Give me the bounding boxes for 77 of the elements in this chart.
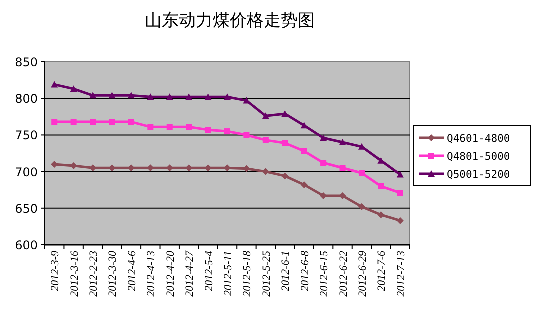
point [358, 170, 365, 176]
point [282, 110, 289, 117]
point [282, 140, 288, 146]
point [300, 181, 308, 188]
point [224, 94, 231, 100]
point [397, 190, 404, 196]
point [166, 124, 173, 130]
legend-label: Q4801-5000 [447, 151, 510, 163]
x-tick-label: 2012-7-13 [395, 250, 408, 297]
point [52, 119, 58, 126]
point [128, 92, 135, 99]
x-tick-label: 2012-4-20 [164, 250, 177, 297]
point [128, 119, 134, 126]
y-tick-label: 700 [15, 165, 38, 180]
point [339, 139, 346, 146]
point [244, 132, 250, 138]
point [262, 112, 270, 120]
y-tick-label: 600 [15, 238, 38, 252]
x-tick-label: 2012-3-30 [107, 250, 120, 297]
y-tick-label: 800 [15, 92, 38, 106]
point [262, 168, 270, 176]
legend-label: Q4601-4800 [447, 133, 510, 145]
point [108, 92, 116, 99]
legend-label: Q5001-5200 [447, 169, 510, 181]
x-tick-label: 2012-4-6 [126, 250, 138, 292]
point [147, 94, 154, 100]
point [186, 124, 192, 130]
point [358, 143, 366, 150]
x-tick-label: 2012-6-1 [280, 251, 292, 292]
point [186, 94, 193, 100]
point [204, 164, 212, 172]
x-tick-label: 2012-5-25 [260, 250, 273, 297]
point [109, 119, 116, 126]
y-tick-label: 650 [15, 202, 38, 216]
point [51, 81, 58, 88]
y-tick-label: 750 [15, 128, 38, 143]
point [262, 137, 269, 144]
point [224, 164, 231, 172]
x-tick-label: 2012-6-29 [356, 250, 369, 297]
x-tick-label: 2012-3-16 [68, 250, 81, 297]
point [205, 127, 212, 134]
x-tick-label: 2012-6-8 [299, 250, 312, 292]
point [396, 217, 404, 224]
point [396, 171, 404, 178]
point [108, 164, 116, 172]
point [90, 119, 96, 126]
point [340, 165, 346, 172]
point [224, 128, 230, 135]
point [378, 211, 385, 218]
x-tick-label: 2012-7-6 [376, 250, 388, 292]
point [148, 124, 154, 130]
point [301, 148, 308, 154]
point [320, 160, 327, 166]
x-tick-label: 2012-4-27 [184, 250, 196, 297]
x-tick-label: 2012-5-18 [242, 250, 254, 297]
point [204, 94, 212, 100]
chart-title: 山东动力煤价格走势图 [145, 11, 315, 31]
x-tick-label: 2012-6-15 [318, 250, 331, 297]
x-tick-label: 2012-6-22 [338, 250, 350, 297]
x-tick-label: 2012-2-23 [88, 250, 100, 297]
x-tick-label: 2012-4-13 [146, 250, 158, 297]
point [358, 203, 366, 210]
point [300, 122, 308, 129]
point [70, 119, 77, 126]
x-tick-label: 2012-5-11 [222, 251, 234, 296]
point [320, 134, 328, 142]
point [90, 92, 97, 99]
x-tick-label: 2012-3-9 [50, 250, 62, 292]
x-tick-label: 2012-5-4 [203, 250, 216, 292]
point [339, 192, 346, 200]
point [70, 162, 78, 170]
point [282, 172, 289, 180]
point [378, 183, 384, 190]
point [70, 86, 78, 92]
point [166, 94, 174, 100]
point [243, 165, 250, 172]
y-tick-label: 850 [15, 56, 38, 70]
